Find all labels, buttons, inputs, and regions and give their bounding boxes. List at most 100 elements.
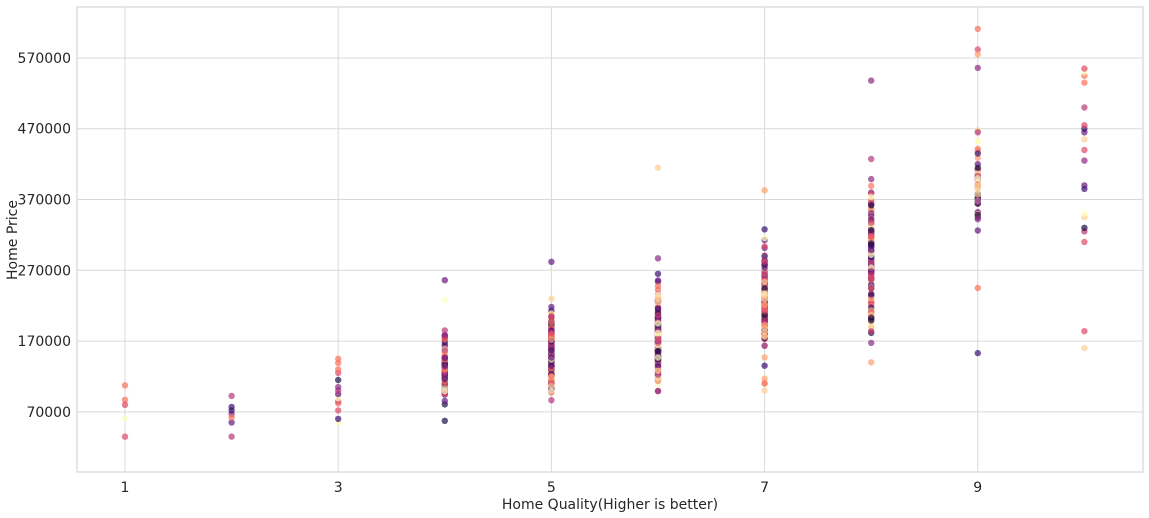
data-point	[548, 314, 555, 321]
data-point	[761, 387, 768, 394]
data-point	[868, 285, 875, 292]
data-point	[868, 219, 875, 227]
data-point	[868, 155, 875, 163]
data-point	[761, 285, 768, 292]
data-point	[761, 362, 768, 369]
data-point	[654, 335, 662, 343]
data-point	[548, 397, 555, 404]
data-point	[441, 380, 448, 387]
data-point	[441, 277, 448, 284]
data-point	[654, 387, 662, 395]
x-tick-labels: 1 3 5 7 9	[121, 480, 983, 496]
data-point	[654, 277, 662, 284]
data-point	[548, 347, 555, 354]
data-point	[761, 226, 768, 233]
data-point	[868, 202, 875, 209]
data-point	[121, 396, 129, 403]
data-point	[868, 193, 875, 200]
data-point	[654, 164, 662, 171]
data-point	[761, 301, 768, 308]
data-point	[1081, 344, 1088, 352]
data-point	[654, 367, 662, 375]
data-point	[1081, 65, 1088, 72]
data-point	[654, 270, 662, 277]
y-tick-label: 470000	[18, 122, 71, 138]
data-point	[868, 246, 875, 254]
data-point	[868, 268, 875, 275]
data-point	[868, 339, 875, 347]
data-point	[761, 234, 768, 242]
data-point	[1081, 136, 1088, 143]
data-point	[761, 243, 768, 250]
data-point	[654, 312, 662, 319]
data-point	[1081, 157, 1088, 164]
y-tick-labels: 70000 170000 270000 370000 470000 570000	[18, 51, 71, 421]
data-point	[228, 414, 235, 421]
data-point	[868, 182, 875, 190]
data-point	[868, 226, 875, 234]
data-point	[654, 347, 662, 355]
x-tick-label: 1	[121, 480, 130, 496]
data-point	[335, 407, 342, 414]
data-point	[654, 282, 662, 290]
data-point	[868, 290, 875, 298]
data-point	[548, 382, 555, 389]
x-tick-label: 5	[547, 480, 556, 496]
data-point	[654, 329, 662, 336]
data-point	[441, 375, 448, 383]
data-point	[1081, 182, 1088, 189]
data-point	[761, 258, 768, 265]
data-point	[1081, 328, 1088, 335]
data-point	[1081, 210, 1088, 217]
data-point	[761, 187, 768, 194]
data-point	[335, 383, 342, 391]
plot-area	[76, 6, 1144, 473]
data-point	[121, 382, 129, 389]
data-point	[1081, 104, 1088, 111]
x-axis-title: Home Quality(Higher is better)	[502, 497, 718, 513]
data-points	[121, 25, 1088, 440]
data-point	[761, 296, 768, 303]
data-point	[974, 216, 981, 223]
data-point	[121, 401, 129, 408]
data-point	[974, 145, 981, 153]
data-point	[228, 392, 235, 400]
data-point	[548, 258, 555, 265]
data-point	[868, 233, 875, 240]
data-point	[761, 290, 768, 297]
data-point	[1081, 238, 1088, 246]
data-point	[121, 433, 129, 440]
data-point	[974, 164, 981, 172]
data-point	[654, 361, 662, 369]
data-point	[868, 259, 875, 266]
data-point	[868, 251, 875, 259]
data-point	[228, 407, 235, 414]
data-point	[974, 46, 981, 53]
data-point	[761, 380, 768, 387]
data-point	[868, 359, 875, 366]
data-point	[974, 191, 981, 198]
data-point	[761, 321, 768, 329]
data-point	[974, 211, 981, 218]
x-tick-label: 3	[334, 480, 343, 496]
data-point	[974, 284, 981, 292]
data-point	[761, 278, 768, 286]
data-point	[974, 129, 981, 136]
data-point	[974, 138, 981, 145]
data-point	[868, 328, 875, 335]
data-point	[868, 175, 875, 183]
data-point	[654, 377, 662, 384]
data-point	[1081, 122, 1088, 129]
data-point	[654, 298, 662, 306]
y-tick-label: 170000	[18, 334, 71, 350]
data-point	[974, 227, 981, 234]
data-point	[974, 198, 981, 205]
data-point	[761, 342, 768, 349]
data-point	[761, 270, 768, 277]
data-point	[974, 150, 981, 157]
data-point	[974, 175, 981, 182]
data-point	[335, 376, 342, 384]
y-axis-title: Home Price	[5, 200, 21, 280]
data-point	[441, 347, 448, 354]
data-point	[654, 320, 662, 327]
